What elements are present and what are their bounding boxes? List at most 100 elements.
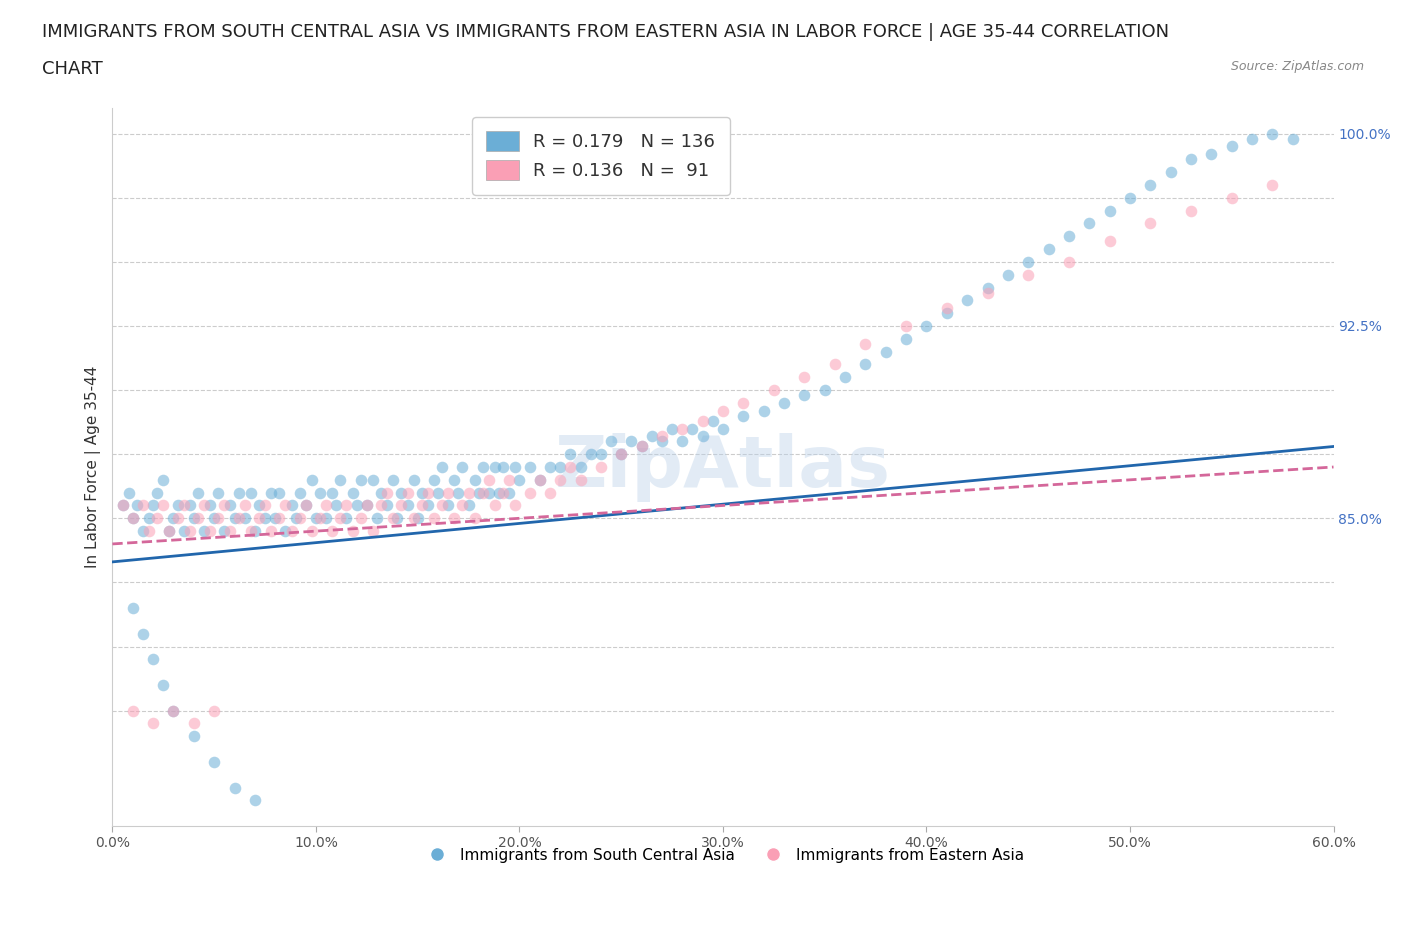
Point (443, 472, 465, 487)
Point (152, 498, 174, 513)
Point (315, 511, 337, 525)
Point (219, 498, 242, 513)
Point (976, 286, 998, 300)
Point (630, 439, 652, 454)
Point (478, 485, 501, 500)
Point (198, 524, 221, 538)
Point (366, 511, 388, 525)
Point (651, 429, 673, 444)
Point (560, 459, 582, 474)
Point (855, 357, 877, 372)
Point (1098, 234, 1121, 249)
Point (1017, 267, 1039, 282)
Point (342, 485, 364, 500)
Point (183, 511, 205, 525)
Point (793, 388, 815, 403)
Point (301, 524, 323, 538)
Point (305, 511, 328, 525)
Point (138, 511, 160, 525)
Point (243, 793, 266, 808)
Point (301, 472, 323, 487)
Point (162, 703, 184, 718)
Point (1180, 152, 1202, 166)
Point (834, 370, 856, 385)
Point (111, 498, 134, 513)
Point (157, 524, 180, 538)
Point (228, 511, 250, 525)
Point (309, 485, 332, 500)
Point (274, 524, 297, 538)
Point (1220, 139, 1243, 153)
Point (350, 511, 373, 525)
Point (402, 511, 425, 525)
Point (681, 421, 703, 436)
Point (416, 485, 439, 500)
Point (202, 754, 225, 769)
Point (396, 485, 419, 500)
Point (423, 472, 446, 487)
Point (538, 459, 561, 474)
Text: Source: ZipAtlas.com: Source: ZipAtlas.com (1230, 60, 1364, 73)
Point (183, 729, 205, 744)
Point (239, 485, 262, 500)
Point (692, 429, 714, 444)
Point (294, 498, 316, 513)
Point (467, 485, 489, 500)
Point (437, 498, 460, 513)
Point (457, 485, 479, 500)
Point (661, 421, 683, 436)
Point (1160, 165, 1182, 179)
Point (692, 414, 714, 429)
Point (610, 446, 633, 461)
Point (1281, 131, 1303, 146)
Point (173, 498, 195, 513)
Point (198, 498, 221, 513)
Point (187, 511, 209, 525)
Point (269, 485, 291, 500)
Point (492, 485, 515, 500)
Point (1241, 131, 1264, 146)
Point (471, 459, 494, 474)
Point (214, 524, 236, 538)
Point (166, 511, 188, 525)
Point (505, 498, 527, 513)
Point (589, 446, 612, 461)
Point (274, 498, 297, 513)
Point (193, 498, 215, 513)
Point (233, 498, 256, 513)
Point (121, 703, 143, 718)
Point (157, 524, 180, 538)
Point (610, 446, 633, 461)
Point (569, 472, 592, 487)
Point (247, 511, 270, 525)
Point (1220, 191, 1243, 206)
Point (457, 498, 479, 513)
Point (464, 472, 486, 487)
Point (430, 498, 453, 513)
Point (179, 524, 201, 538)
Point (548, 472, 571, 487)
Legend: Immigrants from South Central Asia, Immigrants from Eastern Asia: Immigrants from South Central Asia, Immi… (416, 842, 1031, 869)
Point (162, 511, 184, 525)
Point (484, 459, 506, 474)
Point (264, 511, 287, 525)
Text: IMMIGRANTS FROM SOUTH CENTRAL ASIA VS IMMIGRANTS FROM EASTERN ASIA IN LABOR FORC: IMMIGRANTS FROM SOUTH CENTRAL ASIA VS IM… (42, 23, 1170, 41)
Point (529, 472, 551, 487)
Point (370, 498, 392, 513)
Point (152, 678, 174, 693)
Point (284, 511, 307, 525)
Point (321, 485, 343, 500)
Point (125, 498, 148, 513)
Point (671, 421, 693, 436)
Point (538, 485, 561, 500)
Point (569, 459, 592, 474)
Point (389, 498, 412, 513)
Point (280, 498, 302, 513)
Point (142, 716, 165, 731)
Text: CHART: CHART (42, 60, 103, 78)
Point (214, 498, 236, 513)
Point (427, 485, 450, 500)
Point (935, 300, 957, 315)
Point (288, 511, 311, 525)
Point (1057, 229, 1080, 244)
